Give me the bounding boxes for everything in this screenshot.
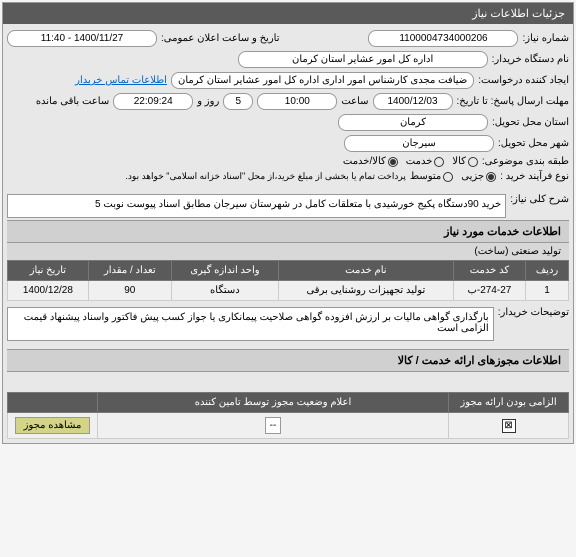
process-type-radios: جزیی متوسط — [410, 171, 496, 182]
services-subtitle: تولید صنعتی (ساخت) — [7, 243, 569, 260]
row-buyer-notes: توضیحات خریدار: بارگذاری گواهی مالیات بر… — [7, 305, 569, 343]
need-number-label: شماره نیاز: — [522, 33, 569, 44]
td-checkbox: ⊠ — [449, 413, 569, 439]
radio-medium[interactable]: متوسط — [410, 171, 453, 182]
need-desc-label: شرح کلی نیاز: — [510, 194, 569, 205]
days-label: روز و — [197, 96, 219, 107]
province-label: استان محل تحویل: — [492, 117, 569, 128]
buyer-org-label: نام دستگاه خریدار: — [492, 54, 569, 65]
buyer-org-value: اداره کل امور عشایر استان کرمان — [238, 51, 488, 68]
row-need-desc: شرح کلی نیاز: خرید 90دستگاه پکیج خورشیدی… — [7, 192, 569, 220]
td-code: 274-27-ب — [453, 281, 525, 301]
table-row: 1 274-27-ب تولید تجهیزات روشنایی برقی دس… — [8, 281, 569, 301]
time-label: ساعت — [341, 96, 368, 107]
subject-type-label: طبقه بندی موضوعی: — [482, 156, 569, 167]
services-section-title: اطلاعات خدمات مورد نیاز — [7, 220, 569, 243]
need-desc-text: خرید 90دستگاه پکیج خورشیدی با متعلقات کا… — [7, 194, 506, 218]
td-button: مشاهده مجوز — [8, 413, 98, 439]
th-row: ردیف — [526, 261, 569, 281]
process-type-label: نوع فرآیند خرید : — [500, 171, 569, 182]
services-table: ردیف کد خدمت نام خدمت واحد اندازه گیری ت… — [7, 260, 569, 301]
subject-type-radios: کالا خدمت کالا/خدمت — [343, 156, 478, 167]
row-requester: ایجاد کننده درخواست: ضیافت مجدی کارشناس … — [7, 70, 569, 91]
contact-link[interactable]: اطلاعات تماس خریدار — [75, 75, 167, 86]
buyer-notes-label: توضیحات خریدار: — [498, 307, 569, 318]
row-subject-type: طبقه بندی موضوعی: کالا خدمت کالا/خدمت — [7, 154, 569, 169]
radio-khedmat[interactable]: خدمت — [406, 156, 445, 167]
row-process-type: نوع فرآیند خرید : جزیی متوسط پرداخت تمام… — [7, 169, 569, 184]
requester-value: ضیافت مجدی کارشناس امور اداری اداره کل ا… — [171, 72, 474, 89]
province-value: کرمان — [338, 114, 488, 131]
td-unit: دستگاه — [171, 281, 278, 301]
td-row: 1 — [526, 281, 569, 301]
td-select: -- — [98, 413, 449, 439]
th-status: اعلام وضعیت مجوز توسط تامین کننده — [98, 393, 449, 413]
panel-body: شماره نیاز: 1100004734000206 تاریخ و ساع… — [3, 24, 573, 443]
status-select[interactable]: -- — [265, 417, 282, 434]
panel-title: جزئیات اطلاعات نیاز — [3, 3, 573, 24]
permits-row: ⊠ -- مشاهده مجوز — [8, 413, 569, 439]
days-value: 5 — [223, 93, 253, 110]
th-action — [8, 393, 98, 413]
radio-kala[interactable]: کالا — [452, 156, 478, 167]
th-qty: تعداد / مقدار — [88, 261, 171, 281]
radio-both[interactable]: کالا/خدمت — [343, 156, 398, 167]
td-qty: 90 — [88, 281, 171, 301]
permits-header-row: الزامی بودن ارائه مجوز اعلام وضعیت مجوز … — [8, 393, 569, 413]
th-code: کد خدمت — [453, 261, 525, 281]
mandatory-checkbox[interactable]: ⊠ — [502, 419, 516, 433]
remaining-time-value: 22:09:24 — [113, 93, 193, 110]
th-mandatory: الزامی بودن ارائه مجوز — [449, 393, 569, 413]
row-buyer-org: نام دستگاه خریدار: اداره کل امور عشایر ا… — [7, 49, 569, 70]
requester-label: ایجاد کننده درخواست: — [478, 75, 569, 86]
deadline-date-value: 1400/12/03 — [373, 93, 453, 110]
announce-date-label: تاریخ و ساعت اعلان عمومی: — [161, 33, 280, 44]
table-header-row: ردیف کد خدمت نام خدمت واحد اندازه گیری ت… — [8, 261, 569, 281]
th-unit: واحد اندازه گیری — [171, 261, 278, 281]
row-city: شهر محل تحویل: سیرجان — [7, 133, 569, 154]
announce-date-value: 1400/11/27 - 11:40 — [7, 30, 157, 47]
td-name: تولید تجهیزات روشنایی برقی — [278, 281, 453, 301]
need-number-value: 1100004734000206 — [368, 30, 518, 47]
city-label: شهر محل تحویل: — [498, 138, 569, 149]
th-name: نام خدمت — [278, 261, 453, 281]
buyer-notes-text: بارگذاری گواهی مالیات بر ارزش افزوده گوا… — [7, 307, 494, 341]
view-permit-button[interactable]: مشاهده مجوز — [15, 417, 91, 434]
row-need-number: شماره نیاز: 1100004734000206 تاریخ و ساع… — [7, 28, 569, 49]
process-note: پرداخت تمام یا بخشی از مبلغ خرید،از محل … — [125, 171, 405, 182]
permits-table: الزامی بودن ارائه مجوز اعلام وضعیت مجوز … — [7, 392, 569, 439]
radio-partial[interactable]: جزیی — [461, 171, 496, 182]
permits-section-title: اطلاعات مجوزهای ارائه خدمت / کالا — [7, 349, 569, 372]
td-date: 1400/12/28 — [8, 281, 89, 301]
th-date: تاریخ نیاز — [8, 261, 89, 281]
main-panel: جزئیات اطلاعات نیاز شماره نیاز: 11000047… — [2, 2, 574, 444]
remaining-label: ساعت باقی مانده — [36, 96, 109, 107]
row-province: استان محل تحویل: کرمان — [7, 112, 569, 133]
deadline-time-value: 10:00 — [257, 93, 337, 110]
city-value: سیرجان — [344, 135, 494, 152]
deadline-label: مهلت ارسال پاسخ: تا تاریخ: — [457, 96, 569, 107]
row-deadline: مهلت ارسال پاسخ: تا تاریخ: 1400/12/03 سا… — [7, 91, 569, 112]
